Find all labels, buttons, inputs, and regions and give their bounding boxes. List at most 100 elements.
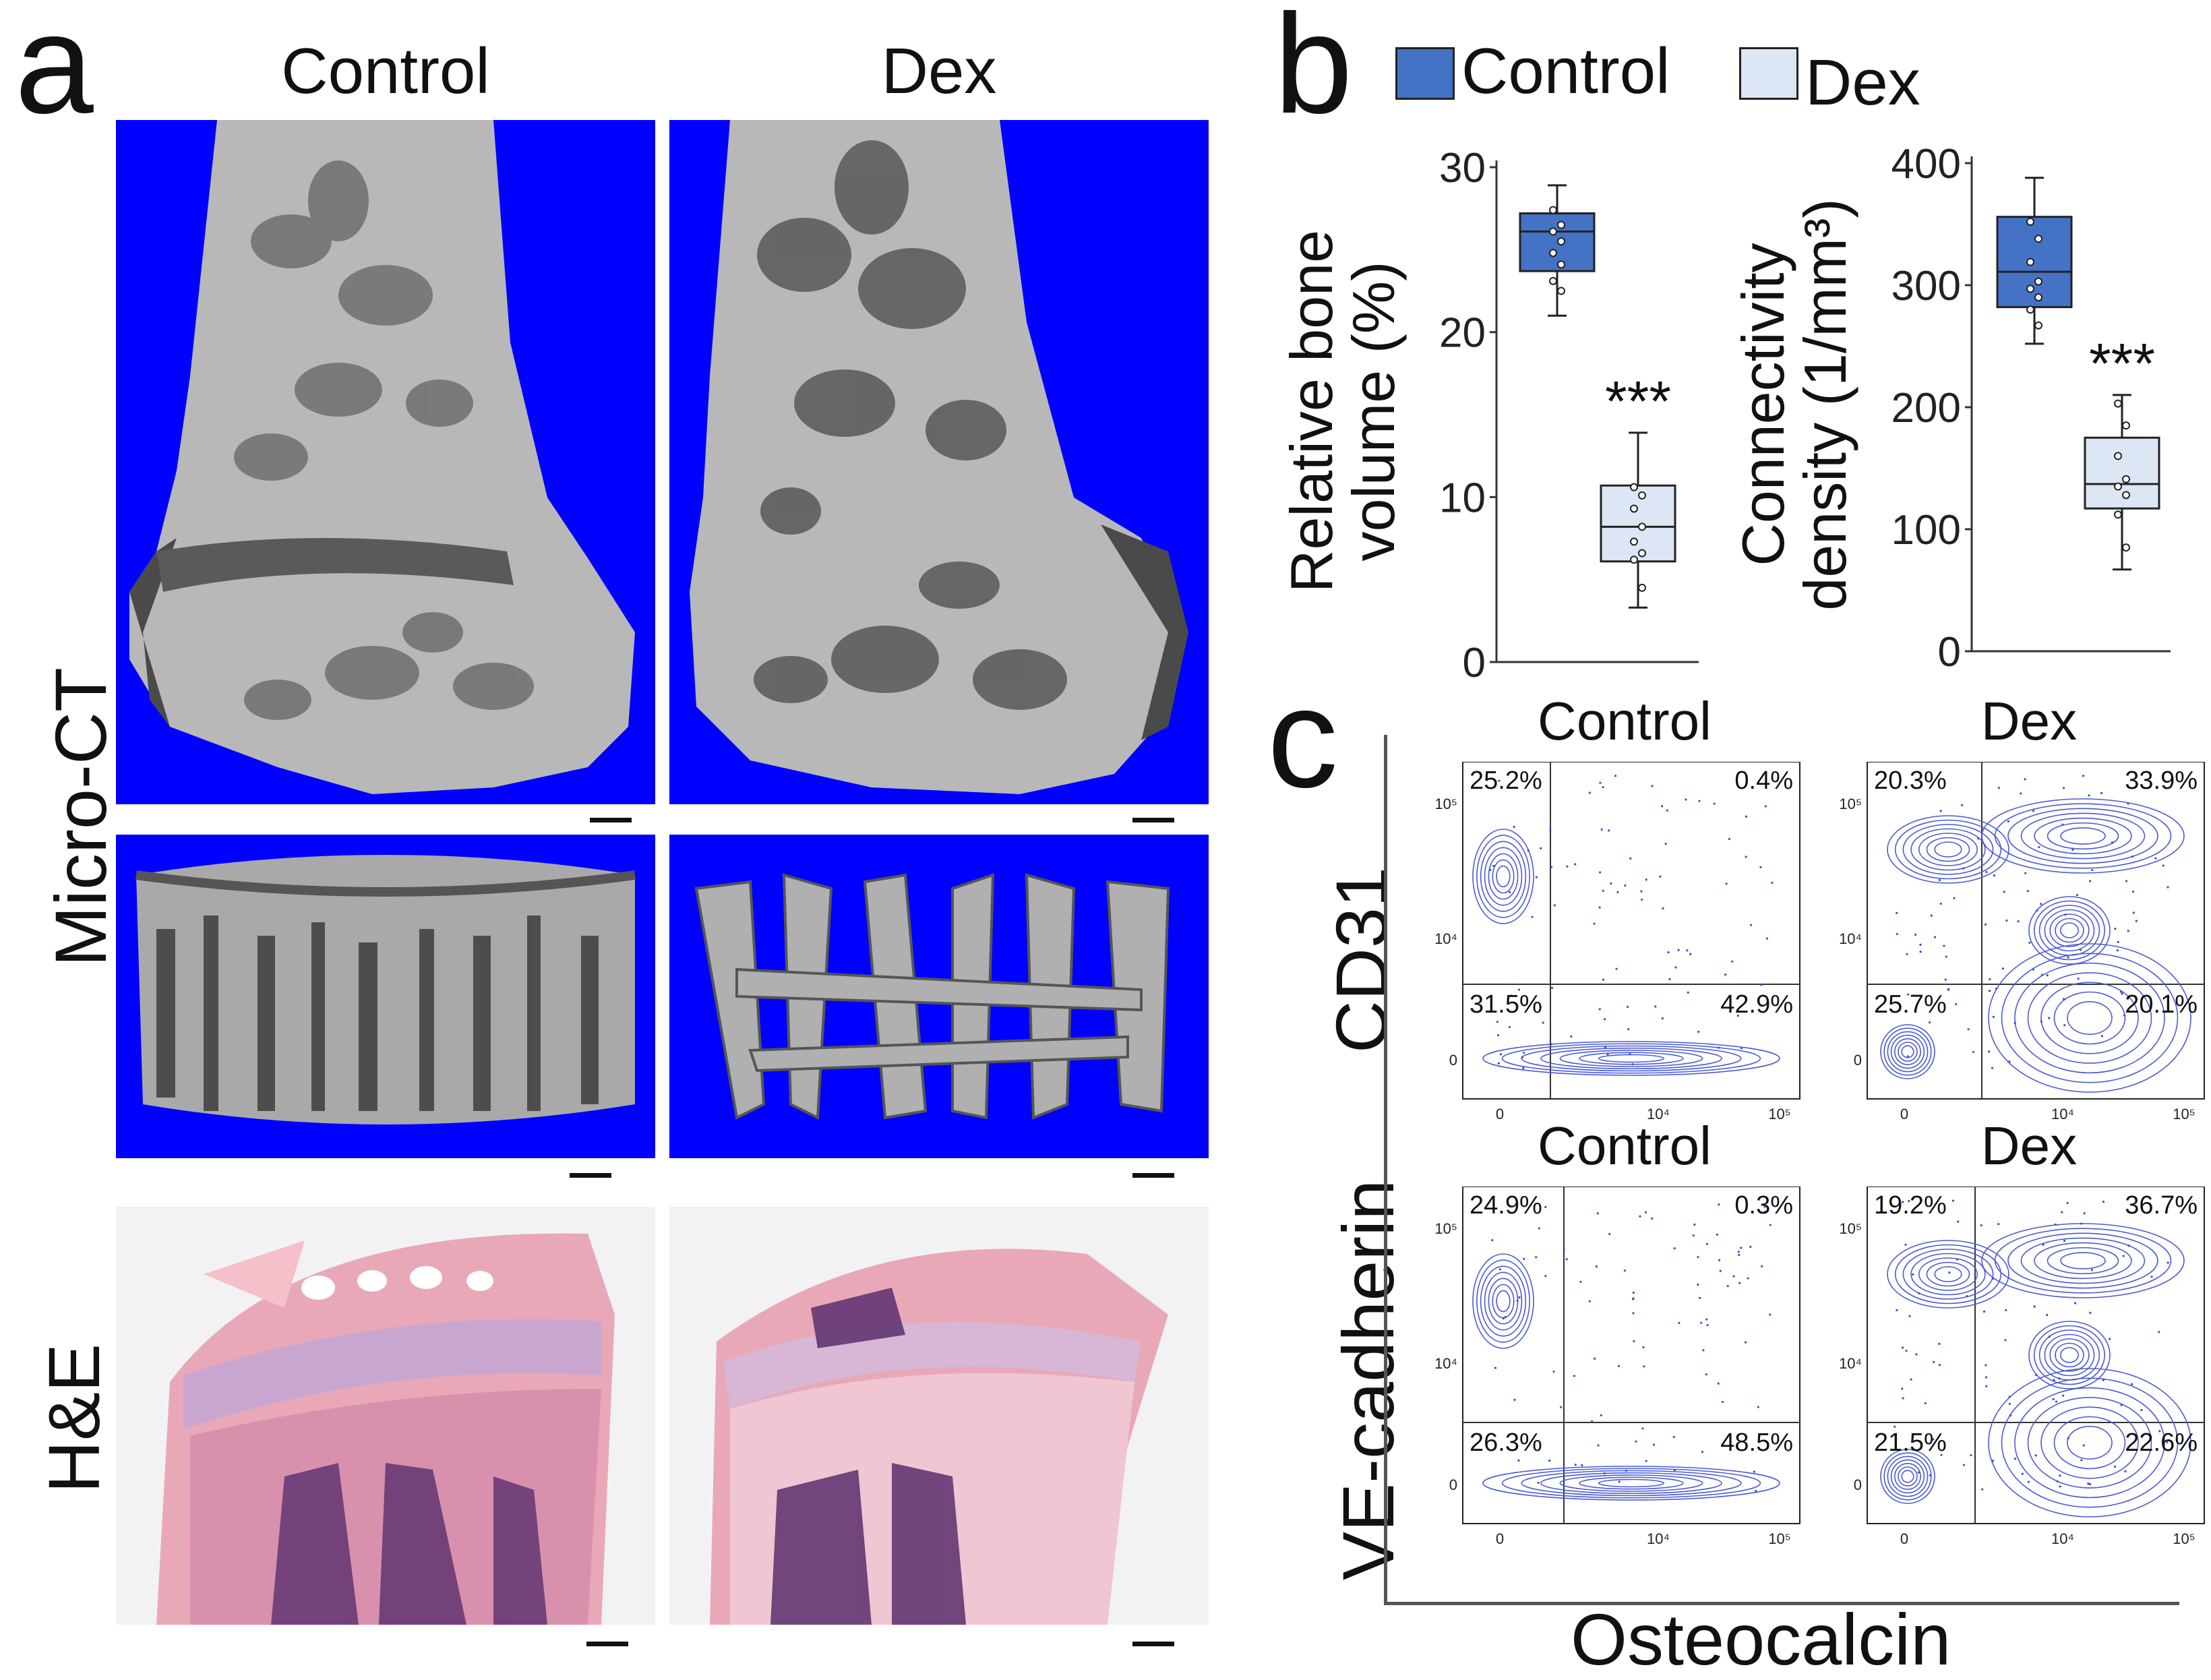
event-dot — [1579, 1280, 1582, 1283]
box-control — [1519, 212, 1596, 272]
contour-line — [1894, 1038, 1922, 1065]
event-dot — [1565, 1258, 1568, 1261]
plot-frame — [1462, 762, 1800, 1100]
event-dot — [2024, 778, 2026, 781]
contour-line — [1887, 1031, 1929, 1073]
y-tick-label: 30 — [1439, 145, 1486, 191]
contour-line — [1501, 1043, 1761, 1074]
contour-line — [1894, 819, 2002, 880]
contour-line — [1901, 1470, 1914, 1483]
event-dot — [1522, 1052, 1525, 1054]
event-dot — [1517, 1459, 1520, 1462]
contour-line — [1492, 859, 1515, 894]
event-dot — [1574, 863, 1577, 866]
contour-line — [1898, 1466, 1918, 1487]
microct-cylinder-control-image — [116, 835, 655, 1158]
event-dot — [1531, 916, 1534, 918]
event-dot — [2042, 1243, 2045, 1247]
event-dot — [1644, 1211, 1647, 1213]
event-dot — [1947, 988, 1949, 991]
flow-plot-title: Control — [1538, 1116, 1712, 1176]
event-dot — [2125, 880, 2128, 882]
event-dot — [1517, 988, 1521, 991]
x-tick-label: 10⁴ — [1647, 1106, 1670, 1122]
contour-line — [1880, 1024, 1935, 1079]
flow-plot: Control 25.2% 0.4% 31.5% 42.9% 10⁵ 10⁴ 0 0 10⁴ 10⁵ — [1429, 694, 1807, 1187]
contour-line — [1887, 1240, 2009, 1309]
event-dot — [1988, 1050, 1991, 1053]
event-dot — [1689, 953, 1692, 955]
event-dot — [1566, 865, 1569, 868]
event-dot — [1740, 1047, 1743, 1050]
contour-line — [1926, 837, 1970, 862]
event-dot — [2091, 869, 2094, 872]
quadrant-percent-ul: 20.3% — [1874, 767, 1947, 795]
contour-line — [2059, 922, 2079, 938]
event-dot — [1692, 1234, 1695, 1237]
event-dot — [2102, 1379, 2105, 1381]
event-dot — [2130, 1383, 2133, 1385]
event-dot — [1509, 891, 1511, 894]
quadrant-percent-ll: 31.5% — [1470, 990, 1542, 1019]
event-dot — [2013, 1458, 2016, 1460]
event-dot — [1595, 1265, 1598, 1268]
y-tick-label: 400 — [1891, 141, 1961, 187]
event-dot — [1521, 1056, 1523, 1058]
event-dot — [1697, 1283, 1699, 1286]
panel-c-label: c — [1267, 659, 1338, 817]
event-dot — [1563, 1248, 1565, 1251]
data-point — [2114, 452, 2122, 460]
event-dot — [1717, 1046, 1720, 1049]
contour-line — [2060, 1252, 2106, 1269]
contour-line — [1918, 833, 1978, 866]
quadrant-percent-ul: 19.2% — [1874, 1191, 1947, 1220]
contour-line — [1480, 841, 1527, 912]
event-dot — [1641, 898, 1643, 901]
scalebar — [1132, 1173, 1174, 1178]
contour-line — [1883, 1027, 1932, 1076]
x-tick-label: 10⁴ — [2051, 1106, 2074, 1122]
contour-line — [1934, 1266, 1962, 1282]
event-dot — [2034, 1373, 2038, 1376]
event-dot — [1985, 1364, 1987, 1367]
event-dot — [2040, 973, 2044, 976]
event-dot — [1932, 1438, 1935, 1441]
event-dot — [2040, 903, 2042, 905]
event-dot — [1915, 1353, 1918, 1356]
data-point — [2122, 475, 2130, 483]
event-dot — [1639, 1215, 1641, 1218]
contour-line — [1496, 865, 1511, 888]
event-dot — [2071, 848, 2074, 851]
legend-swatch-dex — [1739, 47, 1798, 100]
event-dot — [2017, 920, 2020, 923]
event-dot — [2034, 1454, 2037, 1457]
y-tick-label: 0 — [1938, 629, 1961, 674]
event-dot — [1717, 1382, 1720, 1385]
event-dot — [2158, 1331, 2160, 1333]
quadrant-percent-lr: 20.1% — [2125, 990, 2198, 1019]
contour-line — [2020, 812, 2146, 860]
contour-line — [1598, 1478, 1665, 1488]
event-dot — [1632, 1312, 1635, 1315]
event-dot — [1701, 1451, 1704, 1453]
y-tick-label: 10⁴ — [1839, 930, 1862, 947]
event-dot — [2054, 1223, 2057, 1226]
event-dot — [1939, 810, 1942, 812]
event-dot — [1492, 864, 1495, 868]
y-tick-label: 0 — [1854, 1476, 1862, 1493]
event-dot — [1719, 1269, 1722, 1272]
event-dot — [1992, 1278, 1995, 1280]
contour-line — [1480, 1265, 1527, 1337]
contour-line — [1521, 1045, 1742, 1072]
event-dot — [1745, 815, 1747, 818]
event-dot — [2008, 1402, 2011, 1406]
contour-line — [2049, 1338, 2090, 1372]
quadrant-percent-ll: 26.3% — [1470, 1429, 1542, 1457]
data-point — [2026, 284, 2034, 293]
event-dot — [1632, 1291, 1635, 1294]
event-dot — [1700, 1321, 1703, 1324]
data-point — [1557, 237, 1565, 246]
event-dot — [2150, 1205, 2152, 1209]
event-dot — [1667, 951, 1670, 954]
event-dot — [1912, 1273, 1914, 1276]
